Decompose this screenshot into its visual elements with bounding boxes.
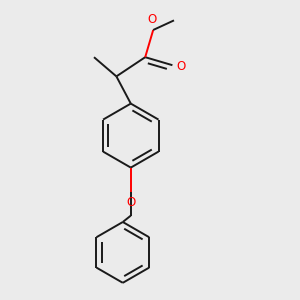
Text: O: O	[148, 13, 157, 26]
Text: O: O	[176, 60, 185, 73]
Text: O: O	[126, 196, 135, 209]
